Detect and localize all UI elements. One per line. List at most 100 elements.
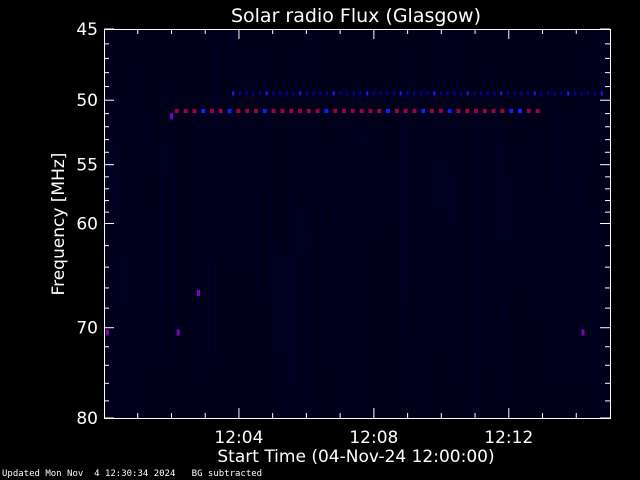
spot-mark [581,329,585,336]
noise-streak [604,34,605,142]
noise-streak [271,169,272,299]
interference-dash-50mhz [526,109,531,113]
noise-streak [247,174,248,216]
interference-dash-50mhz [456,109,461,113]
interference-dash-50mhz [306,109,311,113]
noise-streak [403,120,404,387]
interference-dash-49mhz [319,91,322,96]
background-noise [106,29,605,419]
interference-dash-49mhz [265,91,268,96]
interference-dash-50mhz [254,109,258,113]
noise-streak [409,62,410,217]
noise-streak [136,68,137,419]
interference-dash-49mhz [259,91,261,96]
noise-streak [163,131,164,294]
interference-dash-49mhz [332,91,335,96]
interference-dash-49mhz [486,91,489,96]
noise-streak [358,82,359,314]
interference-dash-50mhz [447,109,452,113]
interference-dash-49mhz [600,91,603,96]
interference-dash-49mhz [245,91,248,96]
interference-dash-49mhz [299,91,302,96]
interference-dash-50mhz [491,109,496,113]
footer: Updated Mon Nov 4 12:30:34 2024 BG subtr… [2,469,262,479]
noise-streak [196,104,197,237]
noise-streak [214,58,215,364]
noise-streak [205,112,206,312]
interference-dash-49mhz [553,91,556,96]
interference-dash-50mhz [359,109,364,113]
interference-dash-49mhz [480,91,483,96]
interference-dash-49mhz [279,91,282,96]
interference-dash-49mhz [446,91,449,96]
noise-streak [199,189,200,378]
noise-streak [109,147,110,189]
interference-dash-49mhz [433,91,436,96]
interference-dash-49mhz [587,91,590,96]
interference-dash-49mhz [460,91,462,96]
interference-dash-50mhz [192,109,197,113]
y-tick-label: 55 [76,156,98,176]
noise-streak [400,107,401,301]
interference-dash-49mhz [346,91,349,96]
noise-streak [127,252,128,304]
plot-background [104,29,610,418]
interference-dash-50mhz [421,109,426,113]
noise-streak [592,225,593,264]
interference-dash-50mhz [210,109,214,113]
y-tick-label: 60 [76,215,98,235]
noise-streak [349,199,350,406]
noise-streak [433,41,434,236]
noise-streak [124,248,125,418]
noise-streak [478,98,479,418]
interference-dash-50mhz [535,109,540,113]
y-axis-label: Frequency [MHz] [49,153,69,296]
interference-dash-49mhz [406,91,409,96]
interference-dash-49mhz [366,91,369,96]
interference-dash-50mhz [482,109,487,113]
noise-streak [511,172,512,299]
interference-dash-49mhz [500,91,503,96]
noise-streak [316,37,317,206]
interference-dash-49mhz [359,91,362,96]
noise-streak [175,92,176,362]
interference-dash-49mhz [426,91,429,96]
interference-dash-49mhz [413,91,416,96]
interference-dash-49mhz [560,91,563,96]
noise-streak [496,105,497,161]
interference-dash-49mhz [238,91,241,96]
x-axis: 12:04 12:08 12:12 [137,29,577,448]
noise-streak [286,254,287,418]
noise-streak [367,78,368,144]
spot-mark [176,329,180,336]
spot-mark [197,290,200,296]
noise-streak [451,129,452,344]
noise-streak [472,101,473,317]
noise-streak [250,140,251,276]
noise-streak [118,145,119,230]
noise-streak [487,144,488,311]
interference-dash-49mhz [419,91,422,96]
noise-streak [310,186,311,246]
noise-streak [241,43,242,197]
noise-streak [331,237,332,361]
noise-streak [595,203,596,410]
interference-dash-50mhz [289,109,294,113]
noise-streak [445,29,446,239]
noise-streak [586,250,587,311]
noise-streak [322,201,323,288]
footer-note: BG subtracted [191,469,263,479]
interference-dash-50mhz [500,109,505,113]
interference-dash-50mhz [183,109,188,113]
interference-dash-50mhz [350,109,355,113]
noise-streak [535,198,536,289]
x-tick-label: 12:04 [214,428,263,448]
interference-dash-49mhz [547,91,550,96]
noise-streak [499,125,500,237]
noise-streak [556,99,557,243]
interference-dash-49mhz [527,91,529,96]
noise-streak [481,188,482,371]
noise-streak [208,260,209,353]
x-axis-label: Start Time (04-Nov-24 12:00:00) [217,447,494,467]
interference-spots [105,113,585,336]
